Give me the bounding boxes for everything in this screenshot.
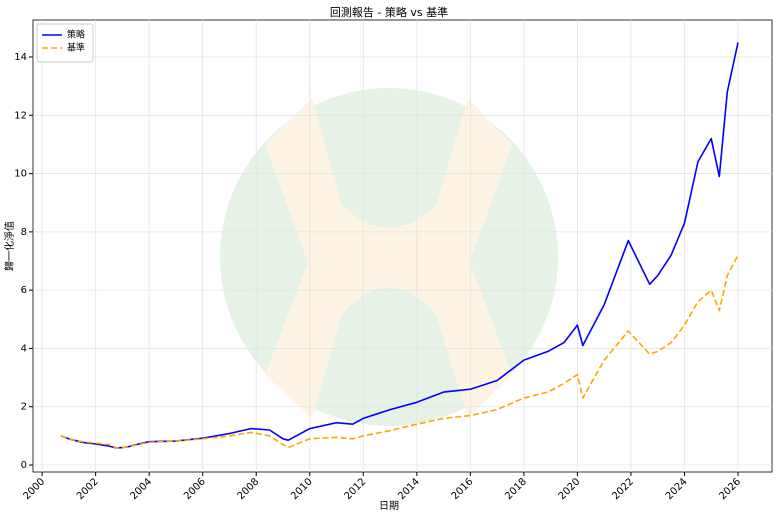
x-tick-label: 2014: [396, 476, 422, 502]
x-tick-label: 2022: [610, 476, 636, 502]
legend-box: [36, 23, 94, 63]
y-tick-label: 6: [21, 285, 27, 296]
x-tick-label: 2024: [664, 476, 690, 502]
y-tick-label: 8: [21, 227, 27, 238]
y-tick-label: 2: [21, 402, 27, 413]
x-tick-label: 2026: [717, 476, 743, 502]
x-tick-label: 2018: [503, 476, 529, 502]
plot-frame: [32, 19, 773, 473]
y-tick-label: 10: [14, 169, 27, 180]
x-tick-label: 2000: [21, 476, 47, 502]
legend-label: 策略: [67, 29, 85, 41]
x-tick-label: 2006: [182, 476, 208, 502]
x-tick-label: 2008: [236, 476, 262, 502]
x-tick-label: 2012: [343, 476, 369, 502]
y-tick-label: 12: [14, 110, 27, 121]
x-tick-label: 2010: [289, 476, 315, 502]
legend-label: 基準: [67, 42, 85, 54]
x-tick-label: 2002: [75, 476, 101, 502]
x-tick-label: 2020: [557, 476, 583, 502]
y-tick-label: 0: [21, 460, 27, 471]
y-axis-label: 歸一化淨值: [3, 221, 16, 271]
y-tick-label: 14: [14, 52, 27, 63]
x-tick-label: 2004: [129, 476, 155, 502]
y-tick-label: 4: [21, 343, 27, 354]
watermark: [220, 88, 558, 426]
x-axis-label: 日期: [379, 500, 399, 512]
chart-title: 回測報告 - 策略 vs 基準: [330, 5, 448, 19]
x-tick-label: 2016: [450, 476, 476, 502]
series-line: [60, 254, 739, 449]
